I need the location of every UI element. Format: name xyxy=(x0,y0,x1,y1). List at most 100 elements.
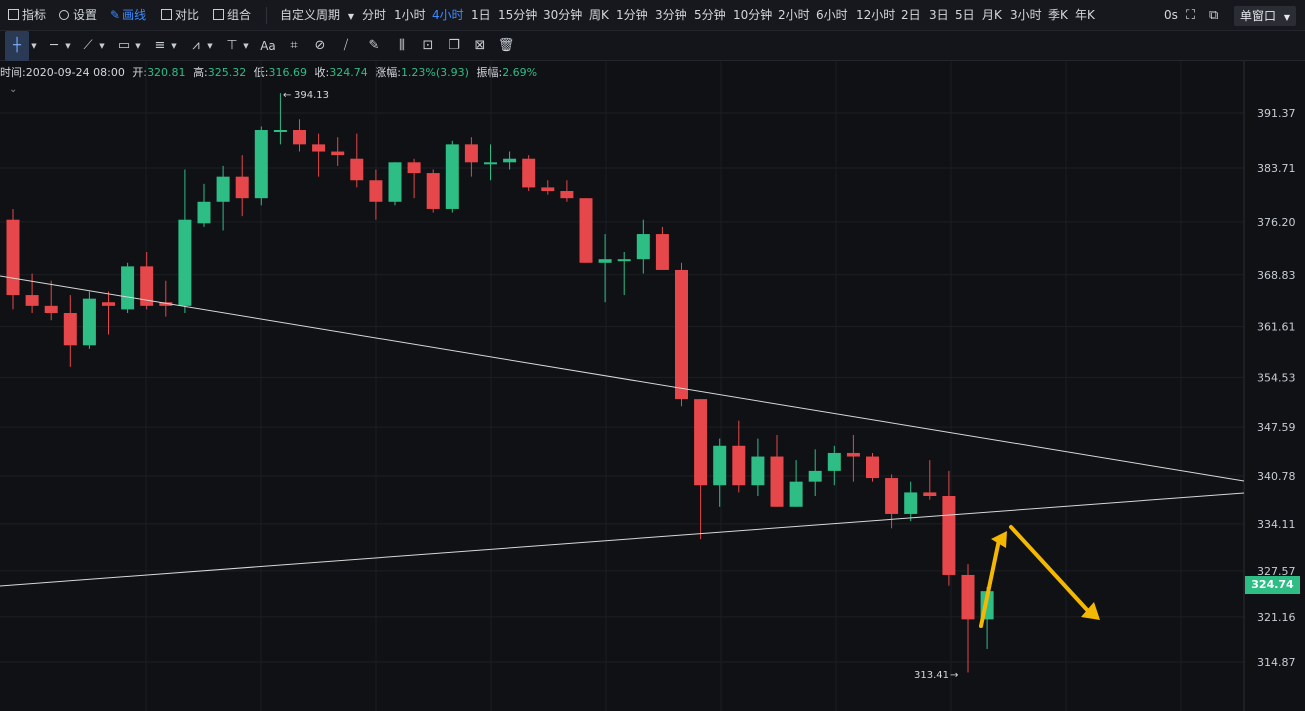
candle-body[interactable] xyxy=(273,130,287,133)
period-12[interactable]: 6小时 xyxy=(816,8,848,22)
candle-body[interactable] xyxy=(503,158,517,163)
lock-icon[interactable]: ⊡ xyxy=(422,38,434,53)
window-mode-dropdown[interactable]: 单窗口 ▼ xyxy=(1234,6,1296,26)
chevron-down-icon[interactable]: ▼ xyxy=(31,42,37,50)
candle-body[interactable] xyxy=(426,173,440,209)
pattern-tool-icon[interactable]: ⩘ xyxy=(192,38,200,53)
popout-icon[interactable]: ⧉ xyxy=(1209,8,1219,23)
candle-body[interactable] xyxy=(369,180,383,202)
period-16[interactable]: 5日 xyxy=(955,8,975,22)
candle-body[interactable] xyxy=(713,445,727,486)
chevron-down-icon[interactable]: ▼ xyxy=(135,42,141,50)
candle-body[interactable] xyxy=(464,144,478,163)
candle-body[interactable] xyxy=(732,445,746,486)
compare-button[interactable]: 对比 xyxy=(161,0,199,31)
settings-button[interactable]: 设置 xyxy=(59,0,97,31)
candle-body[interactable] xyxy=(770,456,784,507)
candlestick-chart[interactable]: 391.37 383.71 376.20 368.83 361.61 354.53 347.… xyxy=(0,61,1305,711)
candle-body[interactable] xyxy=(445,144,459,209)
candle-body[interactable] xyxy=(350,158,364,181)
candle-body[interactable] xyxy=(808,470,822,482)
period-0[interactable]: 分时 xyxy=(362,8,387,22)
period-19[interactable]: 季K xyxy=(1048,8,1068,22)
period-3[interactable]: 1日 xyxy=(471,8,491,22)
candle-body[interactable] xyxy=(407,162,421,174)
period-6[interactable]: 周K xyxy=(589,8,609,22)
upper-trend-line[interactable] xyxy=(0,275,1245,482)
candle-body[interactable] xyxy=(197,201,211,224)
candle-body[interactable] xyxy=(216,176,230,202)
lower-trend-line[interactable] xyxy=(0,492,1245,587)
chevron-down-icon[interactable]: ▼ xyxy=(207,42,213,50)
forecast-arrows[interactable] xyxy=(979,525,1100,628)
candle-body[interactable] xyxy=(82,298,96,346)
period-11[interactable]: 2小时 xyxy=(778,8,810,22)
horizontal-line-tool-icon[interactable]: ─ xyxy=(50,38,58,53)
chevron-down-icon[interactable]: ▼ xyxy=(243,42,249,50)
candle-body[interactable] xyxy=(961,574,975,620)
period-10[interactable]: 10分钟 xyxy=(733,8,773,22)
period-17[interactable]: 月K xyxy=(982,8,1002,22)
candle-body[interactable] xyxy=(159,302,173,306)
pen-tool-icon[interactable]: ✎ xyxy=(368,38,380,53)
measure-tool-icon[interactable]: ⊤ xyxy=(226,38,238,53)
candle-style-icon[interactable]: ⫼ xyxy=(399,38,405,53)
candle-body[interactable] xyxy=(885,478,899,514)
candle-body[interactable] xyxy=(560,191,574,199)
candle-body[interactable] xyxy=(312,144,326,152)
period-9[interactable]: 5分钟 xyxy=(694,8,726,22)
indicator-button[interactable]: 指标 xyxy=(8,0,46,31)
candle-body[interactable] xyxy=(751,456,765,486)
eraser-tool-icon[interactable]: ⊘ xyxy=(314,38,326,53)
period-4[interactable]: 15分钟 xyxy=(498,8,538,22)
candle-body[interactable] xyxy=(102,302,115,306)
candle-body[interactable] xyxy=(121,266,135,310)
candle-body[interactable] xyxy=(827,452,841,471)
candle-body[interactable] xyxy=(6,219,20,296)
period-8[interactable]: 3分钟 xyxy=(655,8,687,22)
candle-body[interactable] xyxy=(846,452,860,457)
parallel-lines-tool-icon[interactable]: ≡ xyxy=(154,38,166,53)
candle-body[interactable] xyxy=(598,259,612,263)
copy-icon[interactable]: ❐ xyxy=(448,38,460,53)
custom-period-dropdown[interactable]: 自定义周期 ▼ xyxy=(280,0,354,31)
candle-body[interactable] xyxy=(254,130,268,199)
candle-body[interactable] xyxy=(904,492,918,514)
period-2[interactable]: 4小时 xyxy=(432,8,464,22)
period-18[interactable]: 3小时 xyxy=(1010,8,1042,22)
candle-body[interactable] xyxy=(44,305,58,314)
chevron-down-icon[interactable]: ▼ xyxy=(65,42,71,50)
period-13[interactable]: 12小时 xyxy=(856,8,896,22)
candle-body[interactable] xyxy=(388,162,402,202)
candle-body[interactable] xyxy=(655,234,669,270)
text-tool-button[interactable]: Aa xyxy=(260,39,276,53)
draw-button[interactable]: ✎ 画线 xyxy=(110,0,146,31)
candle-body[interactable] xyxy=(694,399,708,486)
collapse-chevron-icon[interactable]: ⌄ xyxy=(9,84,18,95)
candle-body[interactable] xyxy=(331,151,345,156)
rectangle-tool-icon[interactable]: ▭ xyxy=(117,38,131,53)
trash-icon[interactable]: 🗑 xyxy=(497,38,515,53)
candle-body[interactable] xyxy=(923,492,937,497)
candle-body[interactable] xyxy=(522,158,536,188)
candle-body[interactable] xyxy=(25,295,39,306)
chevron-down-icon[interactable]: ▼ xyxy=(171,42,177,50)
period-14[interactable]: 2日 xyxy=(901,8,921,22)
candle-body[interactable] xyxy=(675,269,688,400)
ruler-tool-icon[interactable]: ⧸ xyxy=(343,38,349,53)
period-7[interactable]: 1分钟 xyxy=(616,8,648,22)
candle-body[interactable] xyxy=(293,130,306,145)
candle-body[interactable] xyxy=(579,198,593,263)
candle-body[interactable] xyxy=(636,234,650,260)
candle-body[interactable] xyxy=(866,456,879,479)
period-1[interactable]: 1小时 xyxy=(394,8,426,22)
candle-body[interactable] xyxy=(178,219,192,306)
period-5[interactable]: 30分钟 xyxy=(543,8,583,22)
candle-body[interactable] xyxy=(235,176,249,199)
hide-drawings-icon[interactable]: ⊠ xyxy=(474,38,486,53)
candle-body[interactable] xyxy=(789,481,803,507)
candle-body[interactable] xyxy=(63,313,77,346)
brush-tool-icon[interactable]: ⌗ xyxy=(290,38,298,53)
candle-body[interactable] xyxy=(617,259,631,262)
trend-line-tool-icon[interactable]: ⟋ xyxy=(83,38,93,53)
